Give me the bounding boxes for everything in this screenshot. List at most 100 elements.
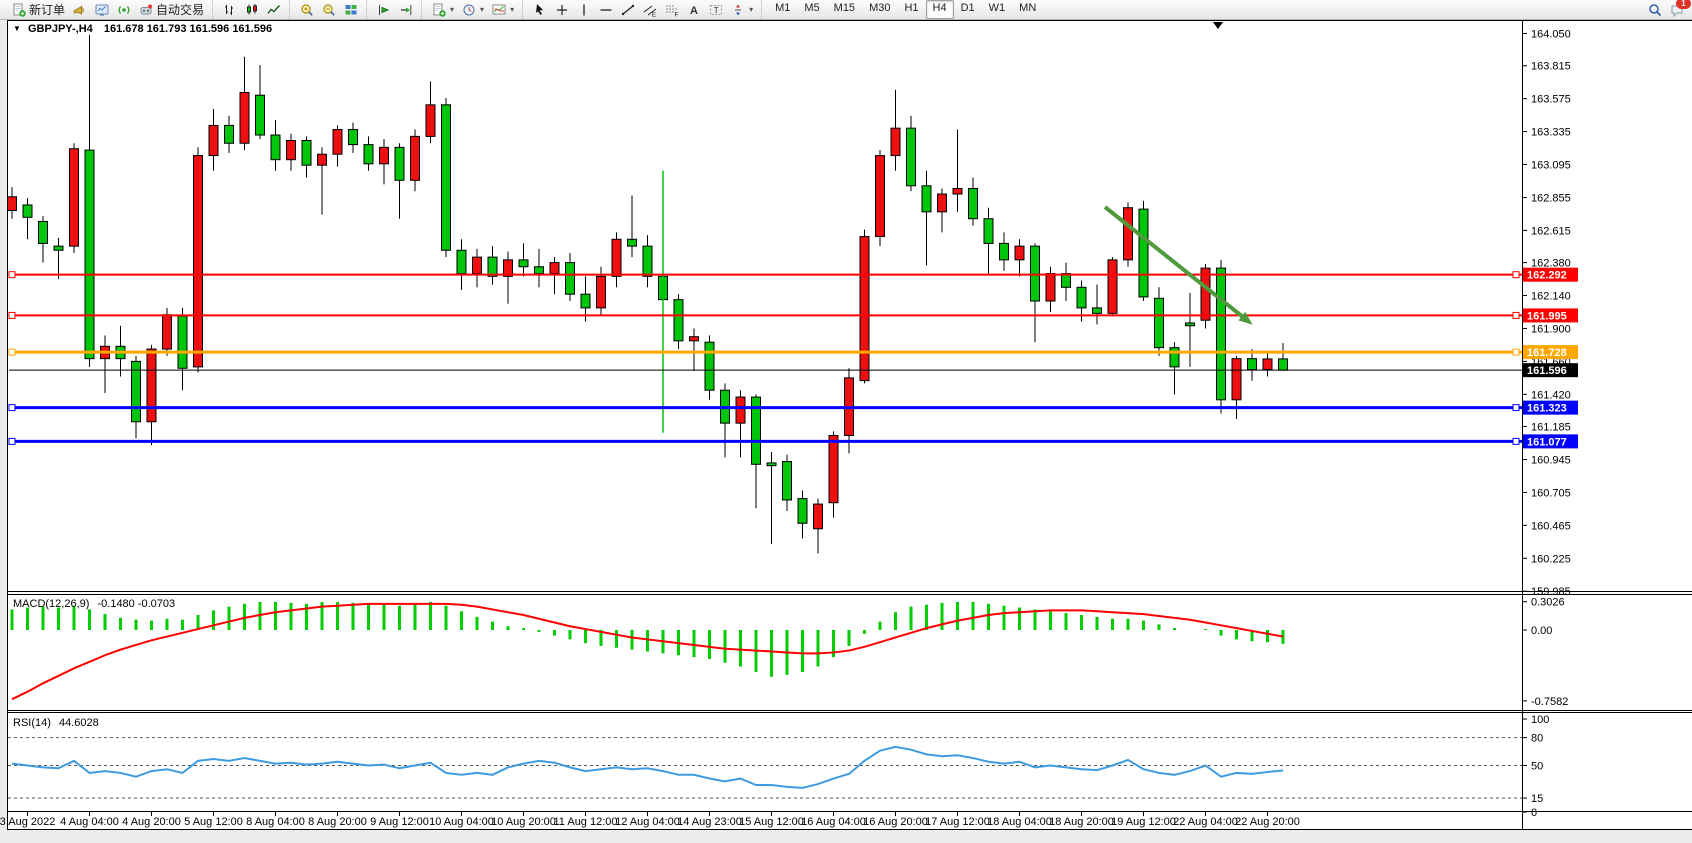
svg-text:A: A — [690, 5, 698, 17]
new-order-button-label: 新订单 — [29, 3, 66, 17]
rsi-panel-plot[interactable] — [8, 737, 1522, 799]
rsi-title: RSI(14) 44.6028 — [13, 717, 99, 729]
timeframe-mn-button[interactable]: MN — [1019, 2, 1037, 14]
signal-icon — [118, 5, 130, 14]
candle-body — [208, 124, 219, 157]
svg-text:163.575: 163.575 — [1531, 94, 1571, 106]
svg-text:22 Aug 04:00: 22 Aug 04:00 — [1173, 816, 1238, 828]
bars-icon — [225, 4, 234, 15]
time-axis[interactable]: 3 Aug 2022 4 Aug 04:00 4 Aug 20:00 5 Aug 12… — [0, 812, 1300, 828]
chat-button[interactable]: 1 — [1670, 0, 1691, 17]
chart-shift-marker[interactable] — [1213, 22, 1223, 29]
shapes-menu-button[interactable]: ▾ — [727, 0, 757, 19]
timeframe-w1-button[interactable]: W1 — [988, 2, 1006, 14]
autotrading-button[interactable]: 自动交易 — [135, 0, 208, 19]
candle-body — [394, 146, 405, 181]
period-menu-button[interactable]: ▾ — [458, 0, 488, 19]
candle-body — [441, 104, 451, 251]
candle-body — [999, 242, 1009, 261]
toolbar-group — [366, 0, 417, 19]
svg-text:160.225: 160.225 — [1531, 553, 1571, 565]
chart-title: ▼ GBPJPY-,H4 161.678 161.793 161.596 161… — [13, 23, 272, 35]
candle-body — [1185, 322, 1195, 327]
label-button[interactable]: T — [705, 0, 727, 19]
bar-chart-button[interactable] — [219, 0, 241, 19]
candle-body — [38, 220, 48, 244]
timeframe-m15-button[interactable]: M15 — [833, 2, 856, 14]
alert-horn-button[interactable] — [69, 0, 91, 19]
crosshair-button[interactable] — [551, 0, 573, 19]
fibo-button[interactable]: F — [661, 0, 683, 19]
new-order-button[interactable]: 新订单 — [8, 0, 69, 19]
svg-text:15: 15 — [1531, 793, 1543, 805]
collapse-triangle-icon[interactable]: ▼ — [13, 24, 21, 33]
svg-text:160.705: 160.705 — [1531, 487, 1571, 499]
zoom-out-button[interactable] — [318, 0, 340, 19]
timeframe-h1-button[interactable]: H1 — [904, 2, 919, 14]
timeframe-h4-button[interactable]: H4 — [925, 0, 954, 19]
timeframe-m1-button[interactable]: M1 — [775, 2, 791, 14]
candle-body — [828, 434, 839, 504]
zoom-in-button[interactable] — [296, 0, 318, 19]
svg-text:159.985: 159.985 — [1531, 586, 1571, 598]
hline-161.995[interactable]: 161.995 — [8, 308, 1578, 323]
hline-162.292[interactable]: 162.292 — [8, 267, 1578, 282]
hline-button[interactable] — [595, 0, 617, 19]
timeframe-m5-button[interactable]: M5 — [804, 2, 820, 14]
svg-text:3 Aug 2022: 3 Aug 2022 — [0, 816, 55, 828]
toolbar-group: E F A T ▾ — [522, 0, 757, 19]
autoscroll-icon — [379, 4, 390, 15]
svg-text:17 Aug 12:00: 17 Aug 12:00 — [925, 816, 990, 828]
timeframe-d1-button[interactable]: D1 — [960, 2, 975, 14]
candle-body — [921, 185, 932, 213]
svg-text:11 Aug 12:00: 11 Aug 12:00 — [553, 816, 617, 828]
hline-161.323[interactable]: 161.323 — [8, 400, 1578, 415]
trend-icon — [621, 4, 635, 15]
svg-text:14 Aug 23:00: 14 Aug 23:00 — [677, 816, 742, 828]
cursor-button[interactable] — [529, 0, 551, 19]
auto-scroll-button[interactable] — [373, 0, 395, 19]
hline-161.077[interactable]: 161.077 — [8, 434, 1578, 449]
text-button[interactable]: A — [683, 0, 705, 19]
candle-body — [348, 129, 358, 146]
chart-shift-button[interactable] — [395, 0, 417, 19]
trend-arrow-drawing[interactable] — [1103, 205, 1253, 325]
chevron-down-icon: ▾ — [510, 5, 515, 14]
svg-text:19 Aug 12:00: 19 Aug 12:00 — [1111, 816, 1176, 828]
candle-chart-button[interactable] — [241, 0, 263, 19]
timeframe-m30-button[interactable]: M30 — [869, 2, 891, 14]
toolbar-group — [289, 0, 362, 19]
chevron-down-icon: ▾ — [749, 5, 754, 14]
svg-text:161.420: 161.420 — [1531, 389, 1571, 401]
hline-161.728[interactable]: 161.728 — [8, 345, 1578, 360]
signal-button[interactable] — [113, 0, 135, 19]
candle-body — [487, 256, 498, 277]
line-chart-button[interactable] — [263, 0, 285, 19]
macd-title: MACD(12,26,9) -0.1480 -0.0703 — [13, 598, 175, 610]
new-chart-button[interactable] — [91, 0, 113, 19]
search-button[interactable] — [1648, 3, 1662, 17]
candle-body — [813, 503, 823, 530]
indicators-menu-button[interactable]: ▾ — [488, 0, 518, 19]
candle-body — [456, 249, 467, 275]
notification-badge: 1 — [1676, 0, 1691, 9]
channel-button[interactable]: E — [639, 0, 661, 19]
price-label-161.323 — [1523, 400, 1578, 415]
trendline-button[interactable] — [617, 0, 639, 19]
candle-body — [534, 266, 544, 275]
new-order-menu-button[interactable]: ▾ — [428, 0, 458, 19]
candle-body — [1107, 259, 1118, 314]
svg-text:E: E — [652, 12, 656, 17]
price-axis[interactable]: 164.050 163.815 163.575 163.335 163.095 162.8… — [1522, 28, 1571, 819]
toolbar-right: 1 — [1648, 0, 1691, 17]
price-label-161.728 — [1523, 345, 1578, 360]
vline-button[interactable] — [573, 0, 595, 19]
candle-body — [782, 461, 792, 501]
zoom-out-icon — [323, 3, 335, 16]
tile-windows-button[interactable] — [340, 0, 362, 19]
candle-body — [565, 262, 575, 295]
line-icon — [267, 4, 281, 14]
cursor-icon — [536, 3, 544, 15]
macd-panel-plot[interactable] — [10, 601, 1285, 701]
